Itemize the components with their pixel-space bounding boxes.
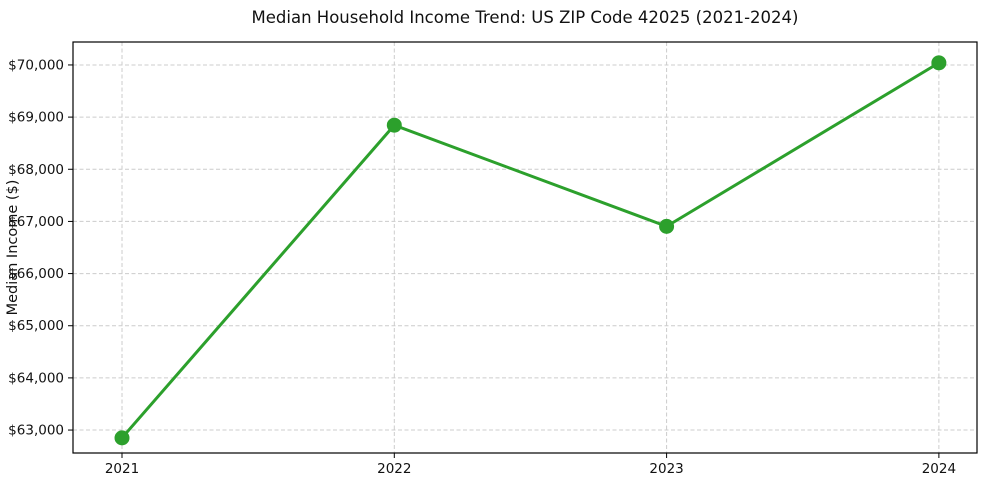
spine-layer [72, 41, 978, 454]
data-point [386, 117, 402, 133]
y-tick-label: $64,000 [8, 370, 64, 386]
x-tick-label: 2022 [377, 461, 411, 477]
data-point [659, 218, 675, 234]
y-axis-label: Median Income ($) [5, 180, 21, 316]
y-tick-label: $63,000 [8, 423, 64, 439]
x-tick-label: 2021 [105, 461, 139, 477]
plot-border [72, 41, 978, 454]
y-tick-label: $65,000 [8, 318, 64, 334]
grid-layer [73, 42, 977, 453]
data-point [931, 55, 947, 71]
data-point [114, 430, 130, 446]
series-line [120, 61, 941, 440]
series-layer [114, 55, 947, 446]
y-tick-label: $67,000 [8, 214, 64, 230]
x-tick-label: 2024 [922, 461, 956, 477]
y-tick-label: $70,000 [8, 57, 64, 73]
y-tick-label: $66,000 [8, 266, 64, 282]
tick-layer: $63,000 $64,000 $65,000 $66,000 $67,000 $68,0… [8, 57, 956, 477]
chart-title: Median Household Income Trend: US ZIP Co… [252, 8, 799, 27]
y-tick-label: $69,000 [8, 110, 64, 126]
y-tick-label: $68,000 [8, 162, 64, 178]
x-tick-label: 2023 [649, 461, 683, 477]
